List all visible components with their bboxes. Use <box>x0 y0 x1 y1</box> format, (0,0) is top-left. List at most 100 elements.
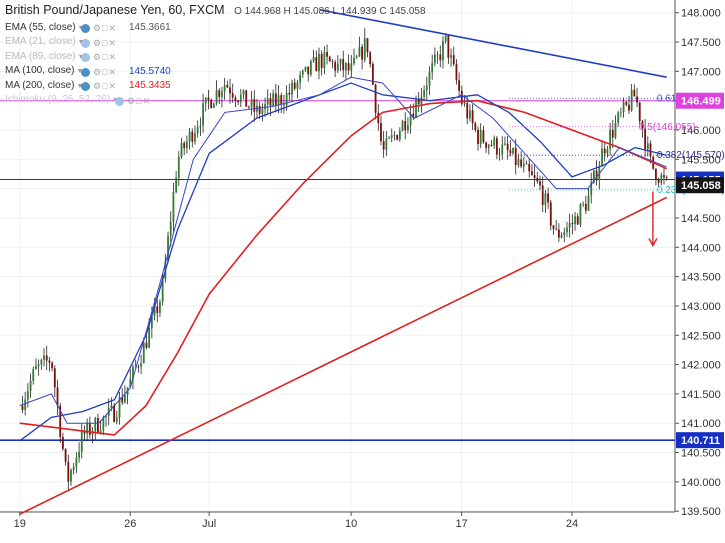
candle-body <box>614 123 617 138</box>
square-icon[interactable]: □ <box>102 81 109 91</box>
gear-icon[interactable]: ⚙ <box>93 52 103 62</box>
candle-body <box>401 121 404 131</box>
candle-body <box>167 236 169 262</box>
candle-body <box>458 80 461 91</box>
indicator-row[interactable]: MA (100, close) ▼ ⚙□✕ 145.5740 <box>5 65 426 80</box>
candle-body <box>118 397 121 418</box>
indicator-controls[interactable]: ⚙□✕ <box>81 65 127 80</box>
candle-body <box>574 216 576 225</box>
candle-body <box>196 127 199 134</box>
candle-body <box>541 185 544 206</box>
trendline-resistance[interactable] <box>319 8 667 78</box>
ema-55-line <box>19 76 667 424</box>
candle-body <box>417 99 420 105</box>
candle-body <box>423 90 425 98</box>
y-tick-label: 143.500 <box>681 272 721 284</box>
candle-body <box>495 138 498 155</box>
candle-body <box>436 54 439 56</box>
candle-body <box>576 216 579 225</box>
indicator-controls[interactable]: ⚙□✕ <box>115 94 161 109</box>
candle-body <box>226 84 229 88</box>
eye-icon[interactable] <box>81 82 90 92</box>
candle-body <box>32 369 35 381</box>
candle-body <box>665 177 668 179</box>
close-icon[interactable]: ✕ <box>108 66 118 77</box>
gear-icon[interactable]: ⚙ <box>93 37 103 48</box>
candle-body <box>88 422 91 435</box>
candle-body <box>175 177 178 193</box>
candle-body <box>105 415 107 418</box>
y-axis[interactable]: 139.500 140.000 140.500 141.000 141.500 142.0… <box>675 8 721 519</box>
candle-body <box>323 52 326 69</box>
candle-body <box>183 142 186 149</box>
candle-body <box>555 228 558 230</box>
indicator-controls[interactable]: ⚙□✕ <box>81 21 127 36</box>
candle-body <box>568 223 571 228</box>
gear-icon[interactable]: ⚙ <box>93 23 103 33</box>
candle-body <box>601 148 603 167</box>
candle-body <box>622 102 625 112</box>
close-icon[interactable]: ✕ <box>142 95 152 106</box>
candle-body <box>625 102 628 105</box>
candle-body <box>501 144 504 155</box>
candle-body <box>522 163 525 167</box>
indicator-row[interactable]: EMA (89, close)▼⚙□✕ <box>5 50 426 65</box>
candle-body <box>229 87 231 94</box>
candle-body <box>328 56 331 62</box>
candle-body <box>80 430 83 452</box>
indicator-row[interactable]: EMA (55, close)▼⚙□✕145.3661 <box>5 21 426 36</box>
candle-body <box>431 63 434 72</box>
square-icon[interactable]: □ <box>136 95 143 106</box>
eye-icon[interactable] <box>81 24 90 34</box>
candle-body <box>444 35 447 42</box>
eye-icon[interactable] <box>115 96 124 106</box>
close-icon[interactable]: ✕ <box>108 23 118 33</box>
square-icon[interactable]: □ <box>102 23 109 33</box>
candle-body <box>291 82 293 95</box>
candle-body <box>646 143 649 150</box>
close-icon[interactable]: ✕ <box>108 37 118 48</box>
indicator-controls[interactable]: ⚙□✕ <box>81 36 127 51</box>
candle-body <box>442 41 444 61</box>
candle-body <box>593 170 595 183</box>
close-icon[interactable]: ✕ <box>108 81 118 91</box>
candle-body <box>207 97 210 100</box>
candle-body <box>493 138 496 146</box>
indicator-row[interactable]: Ichimoku (9, 26, 52, 26)▼⚙□✕ <box>5 94 426 109</box>
y-tick-label: 141.000 <box>681 418 721 430</box>
candle-body <box>283 104 285 106</box>
gear-icon[interactable]: ⚙ <box>127 95 137 106</box>
gear-icon[interactable]: ⚙ <box>93 81 103 91</box>
indicator-controls[interactable]: ⚙□✕ <box>81 79 127 94</box>
gear-icon[interactable]: ⚙ <box>93 66 103 77</box>
candle-body <box>91 431 94 435</box>
close-icon[interactable]: ✕ <box>108 52 118 62</box>
square-icon[interactable]: □ <box>102 66 109 77</box>
candle-body <box>204 97 207 104</box>
indicator-row[interactable]: MA (200, close) ▼ ⚙□✕ 145.3435 <box>5 79 426 94</box>
candle-body <box>304 66 307 71</box>
eye-icon[interactable] <box>81 53 90 63</box>
candle-body <box>644 128 647 150</box>
candle-body <box>474 123 477 130</box>
indicator-row[interactable]: EMA (21, close)▼⚙□✕ <box>5 36 426 51</box>
square-icon[interactable]: □ <box>102 52 109 62</box>
chevron-down-icon[interactable]: ▼ <box>76 68 84 75</box>
square-icon[interactable]: □ <box>102 37 109 48</box>
chevron-down-icon[interactable]: ▼ <box>76 82 84 90</box>
trendline-support[interactable] <box>19 196 668 515</box>
candle-body <box>371 64 374 85</box>
candle-body <box>466 103 469 119</box>
indicator-controls[interactable]: ⚙□✕ <box>81 50 127 65</box>
x-axis[interactable]: 19 26 Jul 10 17 24 <box>14 512 578 530</box>
candle-body <box>145 342 148 348</box>
candle-body <box>264 104 266 110</box>
candle-body <box>563 232 566 236</box>
candle-body <box>619 111 622 113</box>
eye-icon[interactable] <box>81 67 90 77</box>
candle-body <box>420 97 423 105</box>
candle-body <box>469 110 471 119</box>
eye-icon[interactable] <box>81 38 90 48</box>
